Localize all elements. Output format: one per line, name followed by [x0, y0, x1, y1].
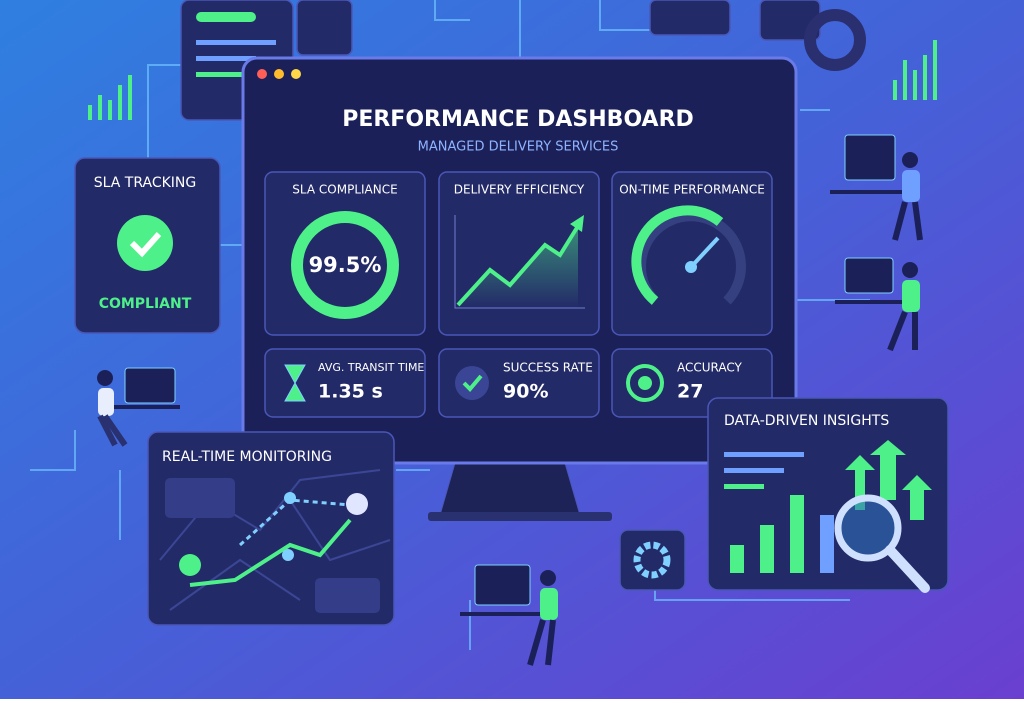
- check-badge: [117, 215, 173, 271]
- desk: [110, 405, 180, 409]
- waypoint: [282, 549, 294, 561]
- legs: [892, 201, 923, 241]
- gauge-fill: [631, 205, 724, 305]
- location-pin: [179, 554, 201, 576]
- metric-value: 27: [677, 381, 703, 403]
- bar: [790, 495, 804, 573]
- compliance-ring: [291, 211, 399, 319]
- window: [649, 0, 731, 36]
- monitor-neck: [439, 462, 581, 516]
- metric-label: SUCCESS RATE: [503, 361, 593, 375]
- insights-panel: DATA-DRIVEN INSIGHTS: [707, 397, 949, 593]
- dashboard-title: PERFORMANCE DASHBOARD: [342, 107, 694, 132]
- window-dot: [291, 69, 301, 79]
- legs: [527, 619, 556, 666]
- kpi-label: SLA COMPLIANCE: [292, 183, 397, 197]
- panel-title: REAL-TIME MONITORING: [162, 449, 332, 465]
- gear-icon: [633, 541, 671, 579]
- magnifier: [834, 494, 902, 562]
- chart-arrow: [570, 215, 584, 232]
- head: [902, 262, 918, 278]
- panel: [619, 529, 686, 591]
- bar: [196, 56, 256, 61]
- chart-area: [458, 226, 578, 308]
- desk: [460, 612, 550, 616]
- desk: [830, 190, 910, 194]
- waypoint: [284, 492, 296, 504]
- screen: [474, 564, 531, 606]
- route: [189, 518, 352, 587]
- head: [97, 370, 113, 386]
- growth-arrows: [845, 440, 932, 520]
- metric-value: 90%: [503, 381, 548, 403]
- text-line: [724, 452, 804, 457]
- person: [830, 134, 923, 241]
- bar: [196, 40, 276, 45]
- bar: [730, 545, 744, 573]
- legs: [97, 414, 128, 447]
- check-mark: [462, 374, 483, 392]
- metric-label: ACCURACY: [677, 361, 743, 375]
- text-line: [724, 484, 764, 489]
- body: [902, 280, 920, 312]
- chart-line: [456, 224, 580, 307]
- top-windows: [88, 0, 937, 121]
- gauge-needle: [689, 236, 720, 269]
- monitor-base: [428, 512, 612, 521]
- bar: [196, 12, 256, 22]
- map-roads: [159, 469, 391, 611]
- mini-bars: [893, 40, 937, 100]
- screen: [844, 257, 894, 294]
- gear-box: [619, 529, 686, 591]
- mini-bars: [88, 75, 132, 120]
- metric-label: AVG. TRANSIT TIME: [318, 361, 424, 374]
- window: [296, 0, 353, 56]
- location-pin: [346, 493, 368, 515]
- body: [540, 588, 558, 620]
- magnifier-handle: [885, 545, 930, 593]
- head: [902, 152, 918, 168]
- person: [97, 367, 180, 447]
- check-mark: [129, 231, 162, 258]
- screen: [124, 367, 176, 404]
- text-line: [724, 468, 784, 473]
- bar: [196, 72, 266, 77]
- dashboard-subtitle: MANAGED DELIVERY SERVICES: [418, 140, 619, 155]
- monitoring-panel: REAL-TIME MONITORING: [147, 431, 395, 626]
- kpi-label: ON-TIME PERFORMANCE: [619, 183, 765, 197]
- metric-value: 1.35 s: [318, 381, 383, 403]
- monitor: PERFORMANCE DASHBOARD MANAGED DELIVERY S…: [241, 56, 798, 521]
- hourglass-icon: [284, 364, 306, 402]
- kpi-label: DELIVERY EFFICIENCY: [454, 183, 585, 197]
- target-center: [638, 376, 652, 390]
- head: [540, 570, 556, 586]
- check-icon: [455, 366, 489, 400]
- panel-title: SLA TRACKING: [94, 175, 196, 191]
- kpi-value: 99.5%: [309, 253, 382, 277]
- bar: [760, 525, 774, 573]
- people: [97, 134, 923, 666]
- desk: [835, 300, 910, 304]
- gear: [804, 9, 866, 71]
- window-dot: [257, 69, 267, 79]
- bar: [820, 515, 834, 573]
- body: [98, 388, 114, 416]
- info-box: [315, 578, 380, 613]
- window-dot: [274, 69, 284, 79]
- legs: [887, 310, 918, 352]
- metric-card: [438, 348, 600, 418]
- gauge-hub: [685, 261, 697, 273]
- body: [902, 170, 920, 202]
- person: [460, 564, 558, 666]
- target-icon: [626, 364, 664, 402]
- screen: [844, 134, 896, 181]
- panel-title: DATA-DRIVEN INSIGHTS: [724, 413, 889, 429]
- info-box: [165, 478, 235, 518]
- panel-status: COMPLIANT: [99, 296, 192, 312]
- person: [835, 257, 920, 352]
- sla-panel: SLA TRACKING COMPLIANT: [74, 157, 221, 334]
